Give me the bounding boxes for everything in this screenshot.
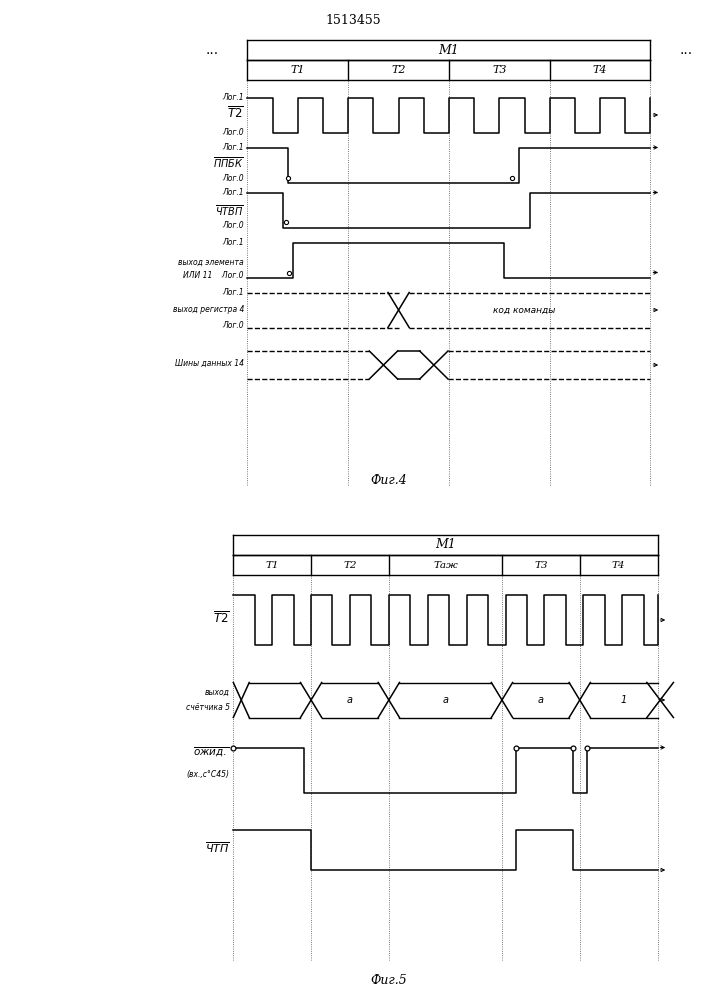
Text: $\overline{ЧТП}$: $\overline{ЧТП}$ — [205, 840, 230, 855]
Text: T2: T2 — [343, 560, 357, 570]
Text: T2: T2 — [391, 65, 406, 75]
Text: $\overline{ППБК}$: $\overline{ППБК}$ — [214, 155, 244, 170]
Text: T1: T1 — [291, 65, 305, 75]
Text: T4: T4 — [592, 65, 607, 75]
Text: Фиг.4: Фиг.4 — [370, 474, 407, 487]
Text: T3: T3 — [534, 560, 548, 570]
Text: Лог.1: Лог.1 — [222, 188, 244, 197]
Text: a: a — [538, 695, 544, 705]
Text: Шины данных 14: Шины данных 14 — [175, 359, 244, 368]
Text: $\overline{T2}$: $\overline{T2}$ — [213, 611, 230, 626]
Text: М1: М1 — [435, 538, 456, 552]
Text: a: a — [347, 695, 353, 705]
Text: (вх.,с°С45): (вх.,с°С45) — [187, 770, 230, 780]
Text: Лог.1: Лог.1 — [222, 93, 244, 102]
Text: ...: ... — [206, 43, 218, 57]
Text: T4: T4 — [612, 560, 626, 570]
Text: a: a — [443, 695, 448, 705]
Text: Лог.0: Лог.0 — [222, 174, 244, 183]
Text: Лог.0: Лог.0 — [222, 221, 244, 230]
Text: ИЛИ 11    Лог.0: ИЛИ 11 Лог.0 — [183, 271, 244, 280]
Text: Лог.1: Лог.1 — [222, 288, 244, 297]
Text: выход элемента: выход элемента — [178, 258, 244, 267]
Text: Таж: Таж — [433, 560, 458, 570]
Text: Лог.0: Лог.0 — [222, 128, 244, 137]
Text: выход регистра 4: выход регистра 4 — [173, 304, 244, 314]
Text: $\overline{T2}$: $\overline{T2}$ — [227, 106, 244, 121]
Text: выход: выход — [205, 688, 230, 697]
Text: счётчика 5: счётчика 5 — [186, 703, 230, 712]
Text: М1: М1 — [438, 43, 460, 56]
Text: Лог.1: Лог.1 — [222, 238, 244, 247]
Text: Фиг.5: Фиг.5 — [370, 974, 407, 986]
Text: Лог.0: Лог.0 — [222, 322, 244, 330]
Text: ...: ... — [679, 43, 692, 57]
Text: $\overline{ЧТВП}$: $\overline{ЧТВП}$ — [215, 204, 244, 218]
Text: T1: T1 — [265, 560, 279, 570]
Text: Лог.1: Лог.1 — [222, 143, 244, 152]
Text: $\overline{ожид.}$: $\overline{ожид.}$ — [193, 746, 230, 759]
Text: 1513455: 1513455 — [326, 13, 381, 26]
Text: код команды: код команды — [493, 306, 556, 314]
Text: 1: 1 — [621, 695, 627, 705]
Text: T3: T3 — [492, 65, 507, 75]
